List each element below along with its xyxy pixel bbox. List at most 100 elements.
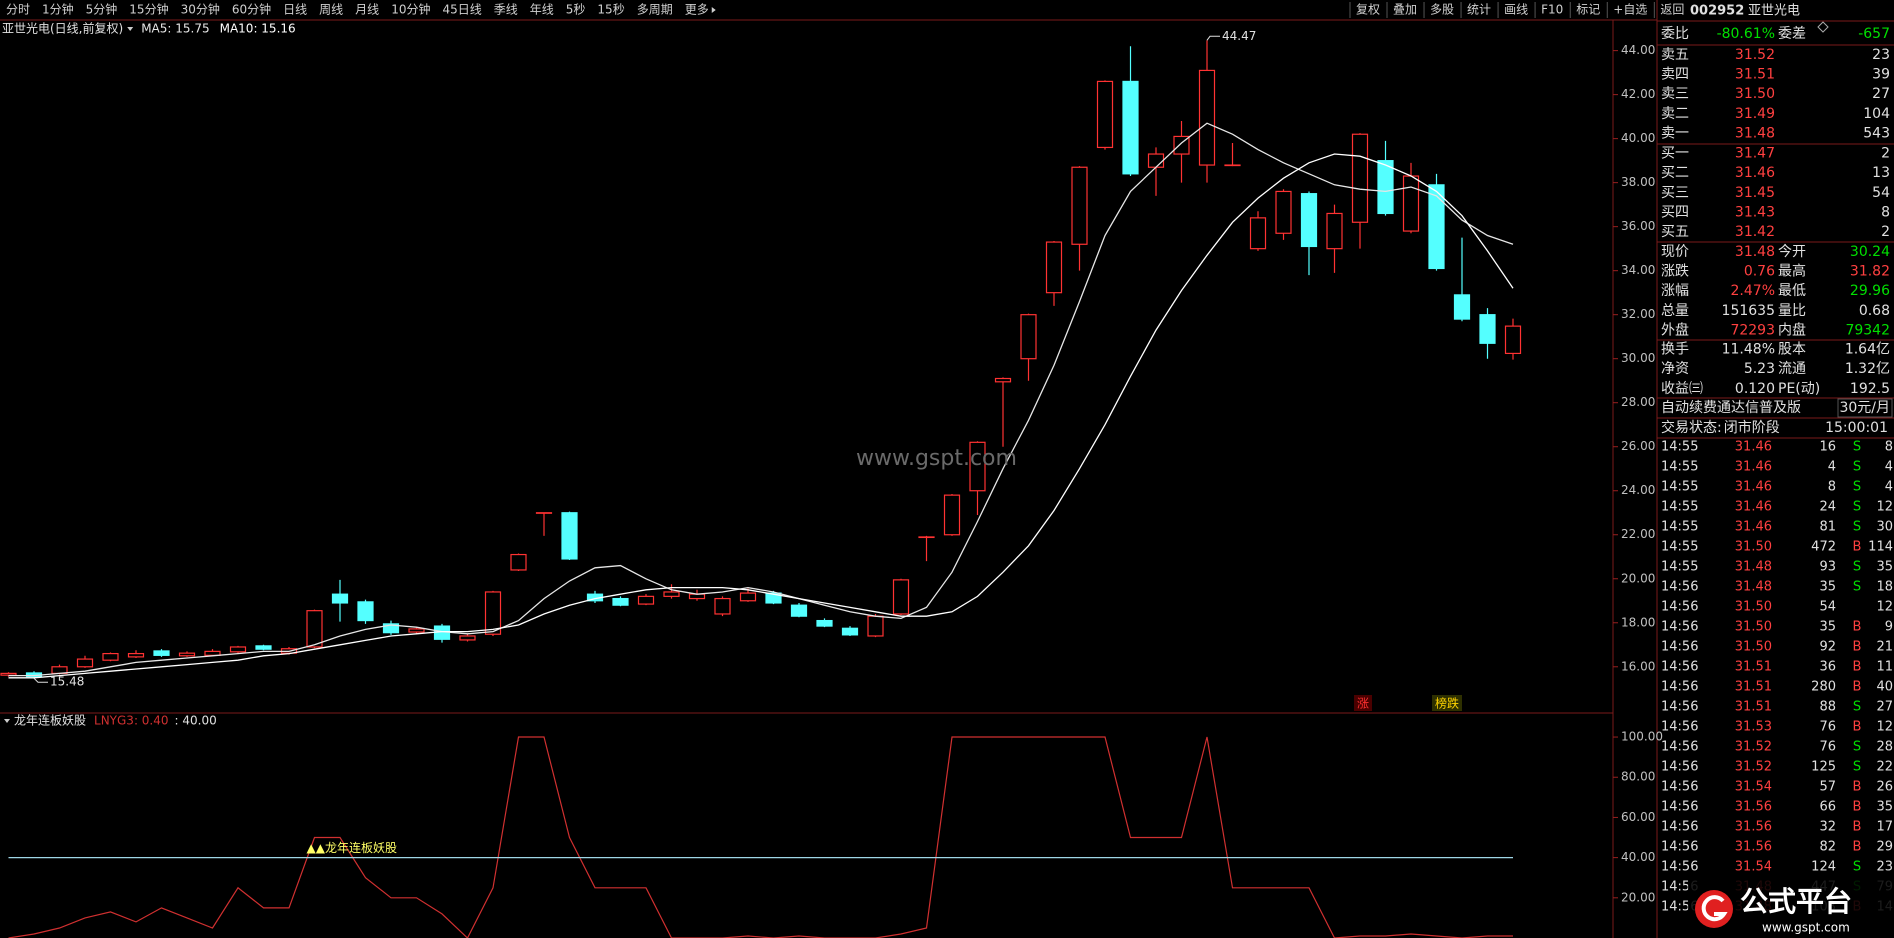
- max-label: 44.47: [1222, 29, 1256, 43]
- tool-button[interactable]: 画线: [1504, 3, 1528, 17]
- period-tab[interactable]: 30分钟: [181, 2, 220, 17]
- y-tick-label: 20.00: [1621, 571, 1655, 585]
- y-tick-label: 40.00: [1621, 850, 1655, 864]
- level-label: 买四: [1661, 204, 1689, 220]
- quote-value: 11.48%: [1722, 342, 1775, 358]
- candle-body: [765, 592, 782, 604]
- trade-time: 14:56: [1661, 780, 1698, 795]
- period-tab[interactable]: 15分钟: [129, 2, 168, 17]
- period-tab[interactable]: 多周期: [637, 3, 673, 17]
- trade-side: S: [1853, 520, 1861, 535]
- trade-price: 31.46: [1735, 440, 1772, 455]
- period-tab[interactable]: 更多: [685, 3, 709, 17]
- trade-side: S: [1853, 700, 1861, 715]
- stock-code: 002952: [1690, 4, 1744, 19]
- tool-button[interactable]: 标记: [1576, 3, 1600, 17]
- tool-button[interactable]: +自选: [1613, 3, 1647, 17]
- quote-label: 净资: [1661, 361, 1689, 377]
- period-tab[interactable]: 周线: [319, 3, 343, 17]
- trade-count: 17: [1876, 820, 1893, 835]
- candle-body: [76, 658, 94, 668]
- quote-value: 0.68: [1859, 303, 1890, 319]
- quote-value: 29.96: [1850, 283, 1890, 299]
- candle-body: [459, 635, 476, 641]
- candle-body: [510, 553, 527, 571]
- candle-body: [484, 591, 502, 635]
- trade-volume: 16: [1819, 440, 1836, 455]
- candle-body: [1453, 294, 1471, 320]
- tool-button[interactable]: F10: [1541, 3, 1563, 17]
- trade-price: 31.54: [1735, 860, 1772, 875]
- quote-label: 股本: [1778, 342, 1806, 358]
- trade-time: 14:55: [1661, 500, 1698, 515]
- y-tick-label: 36.00: [1621, 219, 1655, 233]
- level-price: 31.50: [1735, 86, 1775, 102]
- quote-label: 最高: [1778, 263, 1806, 280]
- level-volume: 2: [1881, 146, 1890, 162]
- level-label: 买五: [1661, 224, 1689, 240]
- y-tick-label: 44.00: [1621, 43, 1655, 57]
- tool-button[interactable]: 复权: [1356, 3, 1380, 17]
- level-label: 卖二: [1661, 106, 1689, 122]
- period-tab[interactable]: 10分钟: [391, 2, 430, 17]
- quote-label: 涨跌: [1661, 264, 1689, 280]
- trade-volume: 92: [1819, 640, 1836, 655]
- trade-price: 31.46: [1735, 460, 1772, 475]
- tool-button[interactable]: 叠加: [1393, 3, 1417, 17]
- ma-line: [8, 153, 1514, 679]
- y-tick-label: 22.00: [1621, 527, 1655, 541]
- logo: 公式平台 www.gspt.com: [1688, 880, 1894, 938]
- trade-price: 31.52: [1735, 760, 1772, 775]
- level-price: 31.47: [1735, 146, 1775, 162]
- trade-volume: 76: [1819, 720, 1836, 735]
- logo-title: 公式平台: [1740, 885, 1852, 918]
- quote-value: 79342: [1845, 322, 1890, 338]
- level-volume: 8: [1881, 204, 1890, 220]
- trade-volume: 35: [1819, 620, 1836, 635]
- tool-button[interactable]: 多股: [1430, 3, 1454, 17]
- period-tab[interactable]: 分时: [6, 3, 30, 17]
- y-tick-label: 32.00: [1621, 307, 1655, 321]
- trade-price: 31.52: [1735, 740, 1772, 755]
- candle-body: [841, 627, 859, 636]
- level-label: 卖五: [1661, 47, 1689, 63]
- period-tab[interactable]: 年线: [530, 3, 554, 17]
- notice-text: 自动续费通达信普及版: [1661, 399, 1801, 416]
- period-tab[interactable]: 日线: [283, 3, 307, 17]
- trade-time: 14:56: [1661, 620, 1698, 635]
- diamond-icon[interactable]: [1817, 21, 1829, 33]
- period-tab[interactable]: 15秒: [597, 3, 624, 17]
- period-tab[interactable]: 5分钟: [86, 2, 118, 17]
- trade-time: 14:56: [1661, 720, 1698, 735]
- period-tab[interactable]: 45日线: [442, 3, 481, 17]
- candle-body: [1428, 184, 1445, 270]
- period-tab[interactable]: 5秒: [566, 3, 586, 17]
- trade-price: 31.51: [1735, 680, 1772, 695]
- period-tab[interactable]: 60分钟: [232, 2, 271, 17]
- trade-count: 27: [1876, 700, 1893, 715]
- candle-body: [1249, 217, 1267, 250]
- period-tab[interactable]: 月线: [355, 3, 379, 17]
- tool-button[interactable]: 返回: [1660, 3, 1684, 17]
- trade-price: 31.51: [1735, 700, 1772, 715]
- candle-body: [255, 645, 272, 650]
- trade-side: S: [1853, 560, 1861, 575]
- legend-entry: MA10: 15.16: [220, 22, 296, 36]
- notice-price[interactable]: 30元/月: [1839, 400, 1890, 416]
- trade-volume: 66: [1819, 800, 1836, 815]
- indicator-legend: : 40.00: [175, 714, 217, 728]
- trade-count: 28: [1876, 740, 1893, 755]
- tool-button[interactable]: 统计: [1467, 3, 1491, 17]
- trade-count: 22: [1876, 760, 1893, 775]
- trade-side: S: [1853, 440, 1861, 455]
- candle-body: [1122, 80, 1139, 175]
- quote-value: -80.61%: [1717, 26, 1775, 42]
- quote-value: 1.64亿: [1845, 342, 1890, 358]
- period-tab[interactable]: 1分钟: [42, 2, 74, 17]
- quote-value: 31.48: [1735, 244, 1775, 260]
- candle-body: [229, 646, 247, 653]
- trade-price: 31.56: [1735, 820, 1772, 835]
- period-tab[interactable]: 季线: [494, 3, 518, 17]
- trade-time: 14:56: [1661, 580, 1698, 595]
- trade-time: 14:56: [1661, 840, 1698, 855]
